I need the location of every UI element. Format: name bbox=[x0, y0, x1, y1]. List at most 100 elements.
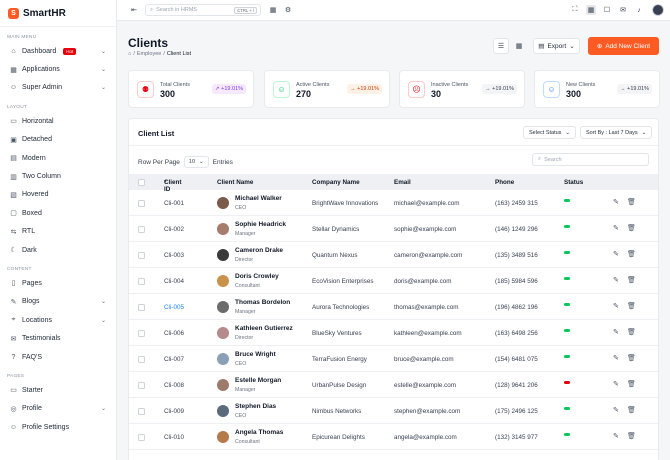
client-name[interactable]: Cameron Drake bbox=[235, 247, 284, 254]
client-id[interactable]: Cli-002 bbox=[164, 225, 184, 233]
sidebar-item-starter[interactable]: ▭ Starter bbox=[0, 381, 116, 399]
client-name[interactable]: Estelle Morgan bbox=[235, 377, 282, 384]
client-name[interactable]: Bruce Wright bbox=[235, 351, 276, 358]
table-search-input[interactable]: ⌕ Search bbox=[532, 153, 649, 166]
client-name[interactable]: Stephen Dias bbox=[235, 403, 277, 410]
sidebar-item-boxed[interactable]: ▢ Boxed bbox=[0, 204, 116, 222]
collapse-sidebar-icon[interactable]: ⇤ bbox=[131, 7, 137, 14]
sidebar-item-modern[interactable]: ▤ Modern bbox=[0, 149, 116, 167]
trash-icon[interactable]: 🗑 bbox=[627, 381, 636, 388]
email: doris@example.com bbox=[394, 277, 452, 285]
trash-icon[interactable]: 🗑 bbox=[627, 329, 636, 336]
edit-icon[interactable]: ✎ bbox=[613, 433, 619, 440]
avatar[interactable] bbox=[652, 4, 664, 16]
sidebar-item-pages[interactable]: ▯ Pages bbox=[0, 274, 116, 292]
sidebar-item-super-admin[interactable]: ☺ Super Admin ⌄ bbox=[0, 79, 116, 97]
edit-icon[interactable]: ✎ bbox=[613, 303, 619, 310]
client-id[interactable]: Cli-005 bbox=[164, 303, 184, 311]
client-id[interactable]: Cli-003 bbox=[164, 251, 184, 259]
client-id[interactable]: Cli-009 bbox=[164, 407, 184, 415]
client-name[interactable]: Angela Thomas bbox=[235, 429, 284, 436]
user-cog-icon: ☺ bbox=[9, 423, 18, 431]
status-dot-icon: ● bbox=[567, 226, 570, 232]
sidebar-item-horizontal[interactable]: ▭ Horizontal bbox=[0, 112, 116, 130]
client-name[interactable]: Sophie Headrick bbox=[235, 221, 286, 228]
edit-icon[interactable]: ✎ bbox=[613, 381, 619, 388]
edit-icon[interactable]: ✎ bbox=[613, 225, 619, 232]
status-label: Active bbox=[567, 252, 581, 258]
chevron-down-icon: ⌄ bbox=[100, 48, 106, 55]
fullscreen-icon[interactable]: ⛶ bbox=[572, 6, 578, 13]
client-id[interactable]: Cli-006 bbox=[164, 329, 184, 337]
grid-view-button[interactable]: ▦ bbox=[511, 38, 527, 54]
row-checkbox[interactable] bbox=[138, 433, 145, 441]
client-id[interactable]: Cli-007 bbox=[164, 355, 184, 363]
trash-icon[interactable]: 🗑 bbox=[627, 433, 636, 440]
edit-icon[interactable]: ✎ bbox=[613, 277, 619, 284]
client-name[interactable]: Doris Crowley bbox=[235, 273, 279, 280]
add-new-client-button[interactable]: ⊕ Add New Client bbox=[588, 37, 659, 55]
rows-per-page: Row Per Page 10 ⌄ Entries bbox=[138, 156, 233, 168]
trash-icon[interactable]: 🗑 bbox=[627, 199, 636, 206]
sidebar-item-profile[interactable]: ◎ Profile ⌄ bbox=[0, 400, 116, 418]
client-id[interactable]: Cli-004 bbox=[164, 277, 184, 285]
client-name[interactable]: Michael Walker bbox=[235, 195, 282, 202]
sidebar-item-profile-settings[interactable]: ☺ Profile Settings bbox=[0, 418, 116, 436]
row-checkbox[interactable] bbox=[138, 199, 145, 207]
search-input[interactable]: ⌕ Search in HRMS CTRL + / bbox=[145, 4, 261, 16]
stat-value: 300 bbox=[566, 89, 582, 99]
sidebar-item-rtl[interactable]: ⇆ RTL bbox=[0, 223, 116, 241]
trash-icon[interactable]: 🗑 bbox=[627, 225, 636, 232]
row-checkbox[interactable] bbox=[138, 381, 145, 389]
edit-icon[interactable]: ✎ bbox=[613, 199, 619, 206]
client-id[interactable]: Cli-001 bbox=[164, 199, 184, 207]
row-checkbox[interactable] bbox=[138, 355, 145, 363]
row-checkbox[interactable] bbox=[138, 407, 145, 415]
sidebar-item-detached[interactable]: ▣ Detached bbox=[0, 131, 116, 149]
select-status-dropdown[interactable]: Select Status ⌄ bbox=[523, 126, 577, 139]
breadcrumb-employee[interactable]: Employee bbox=[136, 51, 162, 57]
row-checkbox[interactable] bbox=[138, 329, 145, 337]
trash-icon[interactable]: 🗑 bbox=[627, 277, 636, 284]
select-all-checkbox[interactable] bbox=[138, 178, 145, 186]
sidebar-item-applications[interactable]: ▦ Applications ⌄ bbox=[0, 60, 116, 78]
rows-per-page-select[interactable]: 10 ⌄ bbox=[183, 156, 209, 168]
row-checkbox[interactable] bbox=[138, 277, 145, 285]
notification-bell-icon[interactable]: ♪ bbox=[637, 6, 641, 14]
client-name[interactable]: Thomas Bordelon bbox=[235, 299, 291, 306]
client-id[interactable]: Cli-010 bbox=[164, 433, 184, 441]
row-checkbox[interactable] bbox=[138, 225, 145, 233]
apps-icon[interactable]: ▦ bbox=[269, 7, 277, 14]
sidebar-item-testimonials[interactable]: ✉ Testimonials bbox=[0, 329, 116, 347]
sidebar-item-two-column[interactable]: ▥ Two Column bbox=[0, 167, 116, 185]
trash-icon[interactable]: 🗑 bbox=[627, 355, 636, 362]
sidebar-item-locations[interactable]: ⌖ Locations ⌄ bbox=[0, 311, 116, 329]
edit-icon[interactable]: ✎ bbox=[613, 329, 619, 336]
sidebar-item-dark[interactable]: ☾ Dark bbox=[0, 241, 116, 259]
chat-icon[interactable]: ☐ bbox=[603, 7, 611, 14]
client-id[interactable]: Cli-008 bbox=[164, 381, 184, 389]
trash-icon[interactable]: 🗑 bbox=[627, 407, 636, 414]
sidebar-item-blogs[interactable]: ✎ Blogs ⌄ bbox=[0, 293, 116, 311]
trash-icon[interactable]: 🗑 bbox=[627, 303, 636, 310]
row-checkbox[interactable] bbox=[138, 303, 145, 311]
settings-icon[interactable]: ⚙ bbox=[284, 7, 292, 14]
sidebar-item-dashboard[interactable]: ⌂ Dashboard Hot ⌄ bbox=[0, 42, 116, 60]
status-dot-icon: ● bbox=[567, 356, 570, 362]
avatar bbox=[217, 430, 229, 443]
list-view-button[interactable]: ☰ bbox=[493, 38, 509, 54]
sidebar-item-hovered[interactable]: ▧ Hovered bbox=[0, 186, 116, 204]
client-name[interactable]: Kathleen Gutierrez bbox=[235, 325, 293, 332]
trash-icon[interactable]: 🗑 bbox=[627, 251, 636, 258]
edit-icon[interactable]: ✎ bbox=[613, 407, 619, 414]
layout-grid-icon[interactable]: ▦ bbox=[586, 5, 596, 15]
mail-icon[interactable]: ✉ bbox=[620, 7, 626, 14]
edit-icon[interactable]: ✎ bbox=[613, 355, 619, 362]
export-button[interactable]: ▤ Export ⌄ bbox=[533, 38, 580, 54]
edit-icon[interactable]: ✎ bbox=[613, 251, 619, 258]
sort-by-dropdown[interactable]: Sort By : Last 7 Days ⌄ bbox=[580, 126, 653, 139]
row-checkbox[interactable] bbox=[138, 251, 145, 259]
logo[interactable]: S SmartHR bbox=[0, 0, 116, 27]
sidebar-item-faqs[interactable]: ? FAQ'S bbox=[0, 348, 116, 366]
home-icon[interactable]: ⌂ bbox=[128, 51, 132, 57]
